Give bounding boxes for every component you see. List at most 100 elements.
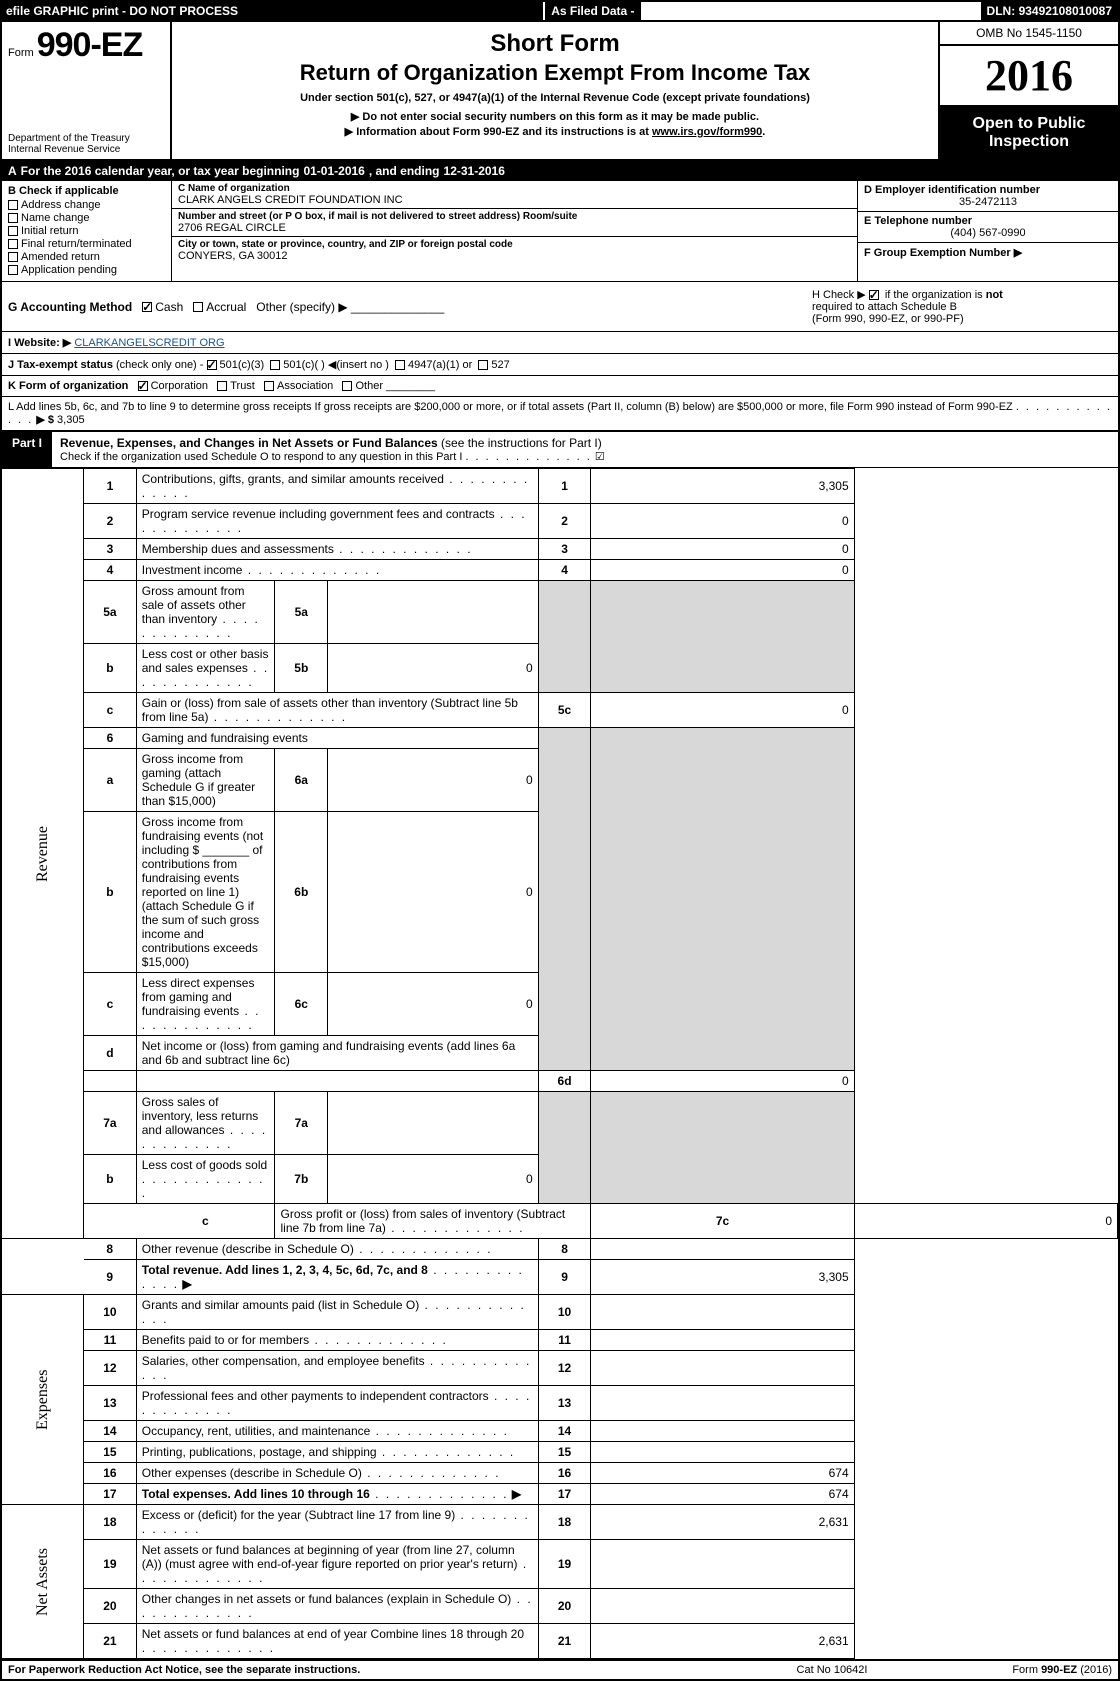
val-11 xyxy=(591,1330,854,1351)
line-3: 3 Membership dues and assessments 3 0 xyxy=(2,539,1118,560)
group-exemption-cell: F Group Exemption Number ▶ xyxy=(858,243,1118,262)
part1-header: Part I Revenue, Expenses, and Changes in… xyxy=(2,431,1118,468)
part1-title: Revenue, Expenses, and Changes in Net As… xyxy=(60,436,438,450)
irs-link[interactable]: www.irs.gov/form990 xyxy=(652,126,762,138)
k-label: K Form of organization xyxy=(8,380,128,392)
d-label: D Employer identification number xyxy=(864,184,1112,196)
part1-label: Part I xyxy=(2,432,52,467)
e-label: E Telephone number xyxy=(864,215,1112,227)
chk-initial-return[interactable]: Initial return xyxy=(8,225,165,237)
title-short-form: Short Form xyxy=(178,30,932,58)
j-label: J Tax-exempt status xyxy=(8,359,113,371)
g-block: G Accounting Method Cash Accrual Other (… xyxy=(8,300,444,314)
i-label: I Website: ▶ xyxy=(8,337,71,349)
line-19: 19 Net assets or fund balances at beginn… xyxy=(2,1540,1118,1589)
val-14 xyxy=(591,1421,854,1442)
val-2: 0 xyxy=(591,504,854,539)
chk-application-pending[interactable]: Application pending xyxy=(8,264,165,276)
val-5c: 0 xyxy=(591,693,854,728)
row-k-form-org: K Form of organization Corporation Trust… xyxy=(2,376,1118,397)
val-4: 0 xyxy=(591,560,854,581)
h-block: H Check ▶ if the organization is not req… xyxy=(812,288,1112,325)
part1-check: ☑ xyxy=(595,451,605,463)
line-13: 13 Professional fees and other payments … xyxy=(2,1386,1118,1421)
line-9: 9 Total revenue. Add lines 1, 2, 3, 4, 5… xyxy=(2,1260,1118,1295)
line-5a: 5a Gross amount from sale of assets othe… xyxy=(2,581,1118,644)
val-7c: 0 xyxy=(854,1204,1117,1239)
val-6b: 0 xyxy=(328,812,539,973)
chk-527[interactable] xyxy=(478,360,488,370)
l-value: 3,305 xyxy=(57,414,85,426)
org-city: CONYERS, GA 30012 xyxy=(178,250,851,262)
top-strip: efile GRAPHIC print - DO NOT PROCESS As … xyxy=(2,2,1118,22)
line-17: 17 Total expenses. Add lines 10 through … xyxy=(2,1484,1118,1505)
chk-amended[interactable]: Amended return xyxy=(8,251,165,263)
org-addr-cell: Number and street (or P O box, if mail i… xyxy=(172,209,857,237)
chk-corp[interactable] xyxy=(138,381,148,391)
page-footer: For Paperwork Reduction Act Notice, see … xyxy=(2,1659,1118,1679)
line-14: 14 Occupancy, rent, utilities, and maint… xyxy=(2,1421,1118,1442)
val-8 xyxy=(591,1239,854,1260)
g-label: G Accounting Method xyxy=(8,300,132,314)
chk-h[interactable] xyxy=(869,290,879,300)
line-7c: c Gross profit or (loss) from sales of i… xyxy=(2,1204,1118,1239)
line-16: 16 Other expenses (describe in Schedule … xyxy=(2,1463,1118,1484)
part1-paren: (see the instructions for Part I) xyxy=(441,436,602,450)
part1-sub: Check if the organization used Schedule … xyxy=(60,450,1110,463)
title-return: Return of Organization Exempt From Incom… xyxy=(178,60,932,86)
side-revenue: Revenue xyxy=(2,469,84,1239)
chk-501c[interactable] xyxy=(270,360,280,370)
footer-catno: Cat No 10642I xyxy=(732,1664,932,1676)
website-link[interactable]: CLARKANGELSCREDIT ORG xyxy=(74,337,224,349)
chk-assoc[interactable] xyxy=(264,381,274,391)
line-a-letter: A xyxy=(8,164,17,178)
dept-treasury: Department of the Treasury xyxy=(8,133,164,144)
row-g-accounting: G Accounting Method Cash Accrual Other (… xyxy=(2,282,1118,332)
ein-cell: D Employer identification number 35-2472… xyxy=(858,181,1118,212)
dln-label: DLN: xyxy=(987,4,1016,18)
org-address: 2706 REGAL CIRCLE xyxy=(178,222,851,234)
chk-4947[interactable] xyxy=(395,360,405,370)
chk-cash[interactable] xyxy=(142,302,152,312)
form-number: Form 990-EZ xyxy=(8,26,164,65)
val-19 xyxy=(591,1540,854,1589)
chk-501c3[interactable] xyxy=(207,360,217,370)
line-8: 8 Other revenue (describe in Schedule O)… xyxy=(2,1239,1118,1260)
l-text: L Add lines 5b, 6c, and 7b to line 9 to … xyxy=(8,401,1013,413)
val-5a xyxy=(328,581,539,644)
phone-value: (404) 567-0990 xyxy=(864,227,1112,239)
line-a-mid: , and ending xyxy=(369,164,440,178)
val-13 xyxy=(591,1386,854,1421)
form-prefix: Form xyxy=(8,47,34,59)
line-4: 4 Investment income 4 0 xyxy=(2,560,1118,581)
val-5b: 0 xyxy=(328,644,539,693)
val-6a: 0 xyxy=(328,749,539,812)
header-right: OMB No 1545-1150 2016 Open to Public Ins… xyxy=(938,22,1118,159)
val-1: 3,305 xyxy=(591,469,854,504)
line-1: Revenue 1 Contributions, gifts, grants, … xyxy=(2,469,1118,504)
chk-address-change[interactable]: Address change xyxy=(8,199,165,211)
line-6d-row: 6d 0 xyxy=(2,1071,1118,1092)
line-2: 2 Program service revenue including gove… xyxy=(2,504,1118,539)
column-d-right: D Employer identification number 35-2472… xyxy=(858,181,1118,281)
val-21: 2,631 xyxy=(591,1624,854,1659)
as-filed-label: As Filed Data - xyxy=(543,2,640,20)
val-7a xyxy=(328,1092,539,1155)
val-6d: 0 xyxy=(591,1071,854,1092)
chk-final-return[interactable]: Final return/terminated xyxy=(8,238,165,250)
note-ssn: ▶ Do not enter social security numbers o… xyxy=(178,110,932,123)
omb-number: OMB No 1545-1150 xyxy=(940,22,1118,46)
chk-name-change[interactable]: Name change xyxy=(8,212,165,224)
chk-other-org[interactable] xyxy=(342,381,352,391)
b-label: B Check if applicable xyxy=(8,185,165,197)
val-9: 3,305 xyxy=(591,1260,854,1295)
tax-year: 2016 xyxy=(940,46,1118,107)
row-i-website: I Website: ▶ CLARKANGELSCREDIT ORG xyxy=(2,332,1118,354)
title-sub: Under section 501(c), 527, or 4947(a)(1)… xyxy=(178,92,932,104)
chk-trust[interactable] xyxy=(217,381,227,391)
chk-accrual[interactable] xyxy=(193,302,203,312)
note-info: ▶ Information about Form 990-EZ and its … xyxy=(178,125,932,138)
line-21: 21 Net assets or fund balances at end of… xyxy=(2,1624,1118,1659)
line-11: 11 Benefits paid to or for members 11 xyxy=(2,1330,1118,1351)
header-title-block: Short Form Return of Organization Exempt… xyxy=(172,22,938,159)
